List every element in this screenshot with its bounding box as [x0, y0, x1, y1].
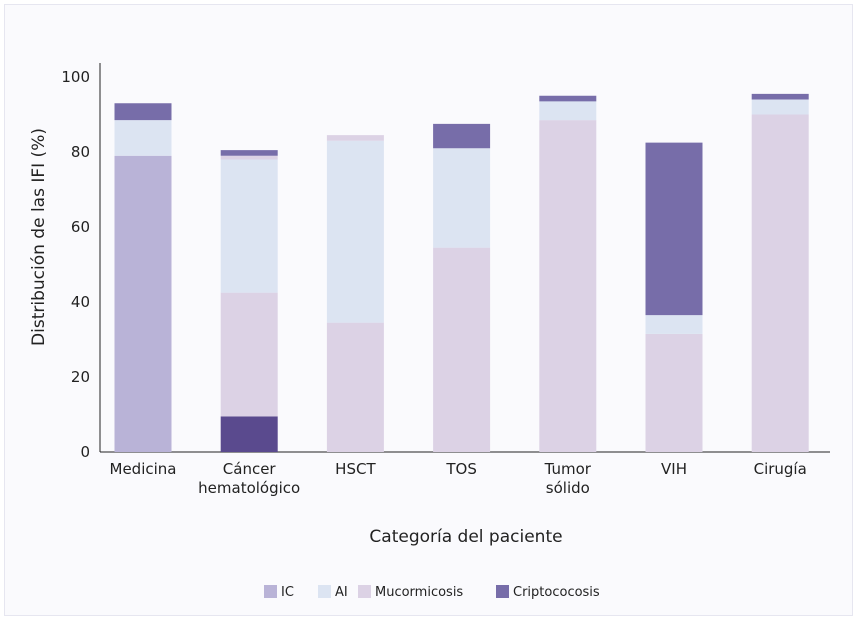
- bar-segment: [433, 148, 491, 248]
- legend-label: Mucormicosis: [375, 585, 463, 600]
- x-tick-label: hematológico: [198, 479, 300, 497]
- x-tick-label: Medicina: [110, 460, 177, 478]
- legend-item: Mucormicosis: [358, 585, 463, 600]
- bar-segment: [220, 150, 278, 156]
- legend-swatch: [318, 585, 331, 598]
- x-tick-label: Cáncer: [223, 460, 277, 478]
- y-axis-ticks: 0 20 40 60 80 100: [61, 68, 90, 461]
- bar-segment: [433, 247, 491, 452]
- bar-stack: [645, 142, 703, 452]
- bar-stack: [220, 150, 278, 452]
- legend-swatch: [496, 585, 509, 598]
- bar-segment: [751, 114, 809, 452]
- x-tick-label: TOS: [445, 460, 477, 478]
- x-tick-label: sólido: [546, 479, 590, 497]
- bar-segment: [645, 142, 703, 316]
- x-tick-label: HSCT: [335, 460, 376, 478]
- bar-stack: [326, 135, 384, 452]
- legend-item: AI: [318, 585, 348, 600]
- y-axis-label: Distribución de las IFI (%): [29, 128, 49, 346]
- legend-item: IC: [264, 585, 294, 600]
- y-tick-label: 40: [71, 293, 90, 311]
- y-tick-label: 0: [80, 443, 90, 461]
- y-tick-label: 100: [61, 68, 90, 86]
- x-tick-label: Tumor: [544, 460, 592, 478]
- bar-segment: [539, 95, 597, 102]
- legend-label: Criptococosis: [513, 585, 600, 600]
- legend-label: AI: [335, 585, 348, 600]
- bar-stack: [751, 93, 809, 452]
- bar-segment: [433, 123, 491, 149]
- legend-swatch: [264, 585, 277, 598]
- x-tick-label: Cirugía: [754, 460, 807, 478]
- bar-segment: [645, 315, 703, 334]
- bar-segment: [539, 120, 597, 452]
- bar-stack: [433, 123, 491, 452]
- legend-item: Criptococosis: [496, 585, 600, 600]
- bar-segment: [539, 101, 597, 121]
- bar-segment: [220, 159, 278, 293]
- bar-segment: [220, 416, 278, 452]
- bar-stack: [539, 95, 597, 452]
- bars: [114, 93, 809, 452]
- x-axis-label: Categoría del paciente: [369, 527, 562, 547]
- bar-segment: [114, 103, 172, 121]
- bar-segment: [220, 155, 278, 160]
- bar-segment: [751, 93, 809, 100]
- legend-label: IC: [281, 585, 294, 600]
- bar-segment: [220, 292, 278, 417]
- y-tick-label: 80: [71, 143, 90, 161]
- y-tick-label: 60: [71, 218, 90, 236]
- bar-segment: [114, 155, 172, 452]
- bar-segment: [645, 333, 703, 452]
- bar-segment: [326, 322, 384, 452]
- x-tick-label: VIH: [661, 460, 687, 478]
- legend-swatch: [358, 585, 371, 598]
- y-tick-label: 20: [71, 368, 90, 386]
- bar-segment: [326, 135, 384, 141]
- bar-segment: [326, 140, 384, 323]
- bar-segment: [114, 120, 172, 156]
- bar-segment: [751, 99, 809, 115]
- bar-stack: [114, 103, 172, 452]
- legend: IC AI Mucormicosis Criptococosis: [264, 585, 600, 600]
